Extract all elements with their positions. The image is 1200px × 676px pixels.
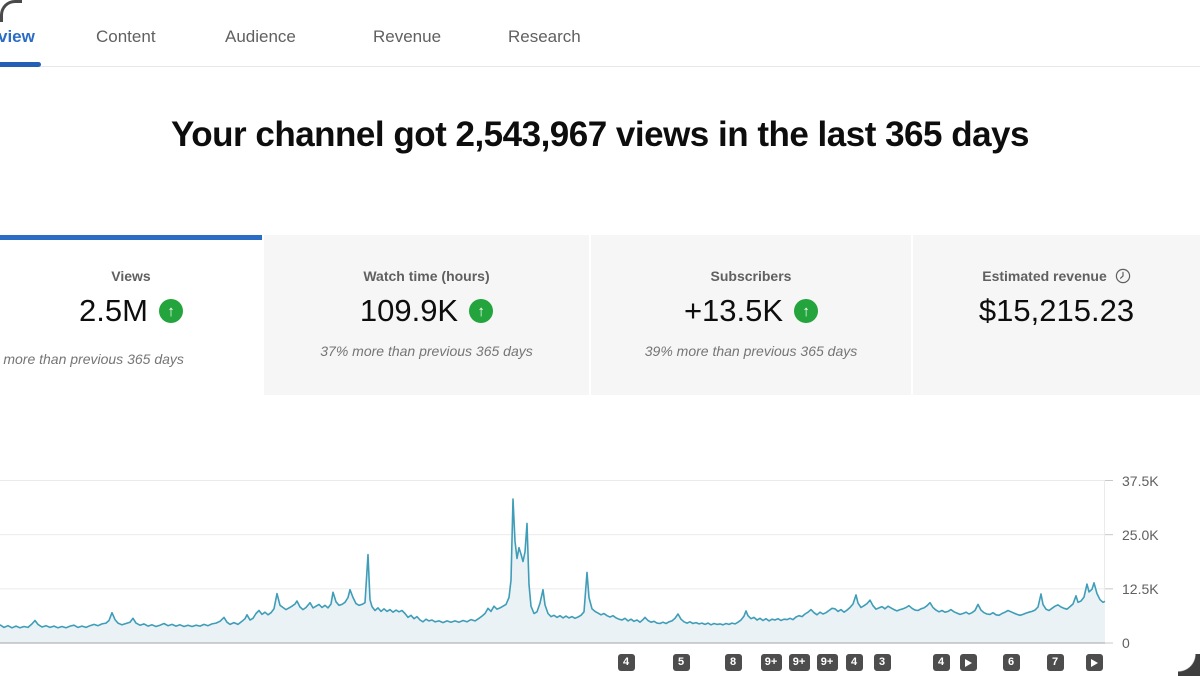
analytics-tab-bar: view Content Audience Revenue Research: [0, 0, 1200, 67]
video-marker-count[interactable]: 3: [873, 654, 891, 671]
metric-card-watch-time[interactable]: Watch time (hours) 109.9K 37% more than …: [262, 235, 589, 395]
active-tab-underline: [0, 62, 41, 67]
play-icon: [965, 658, 972, 667]
metric-card-estimated-revenue[interactable]: Estimated revenue $15,215.23: [911, 235, 1200, 395]
metric-comparison-subscribers: 39% more than previous 365 days: [644, 343, 858, 359]
trend-up-icon: [158, 299, 183, 323]
y-axis-tick-label: 12.5K: [1122, 580, 1159, 597]
page-title: Your channel got 2,543,967 views in the …: [171, 115, 1029, 154]
video-marker-play[interactable]: [959, 654, 977, 671]
video-marker-count[interactable]: 4: [845, 654, 863, 671]
active-card-indicator: [0, 235, 262, 240]
views-over-time-chart[interactable]: 37.5K 25.0K 12.5K 0 4 5 8 9+ 9+ 9+ 4 3 4 6 7: [0, 436, 1200, 676]
metric-value-subscribers: +13.5K: [683, 293, 784, 328]
metric-card-views[interactable]: Views 2.5M % more than previous 365 days: [0, 235, 262, 395]
metric-value-views: 2.5M: [79, 293, 148, 328]
metric-card-subscribers[interactable]: Subscribers +13.5K 39% more than previou…: [589, 235, 911, 395]
tab-audience[interactable]: Audience: [225, 27, 296, 46]
video-marker-count[interactable]: 5: [672, 654, 690, 671]
metric-label-subscribers: Subscribers: [710, 268, 792, 284]
tab-overview[interactable]: view: [0, 27, 35, 46]
play-icon: [1091, 658, 1098, 667]
clock-icon: [1115, 268, 1131, 284]
metric-label-views: Views: [111, 268, 151, 284]
tab-research[interactable]: Research: [508, 27, 581, 46]
tab-revenue[interactable]: Revenue: [373, 27, 442, 46]
y-axis-tick-label: 25.0K: [1122, 526, 1159, 543]
video-marker-count[interactable]: 9+: [788, 654, 810, 671]
y-axis-tick-label: 37.5K: [1122, 472, 1159, 489]
metric-value-estimated-revenue: $15,215.23: [978, 293, 1135, 328]
video-marker-count[interactable]: 9+: [816, 654, 838, 671]
y-axis-tick-label: 0: [1122, 635, 1130, 651]
video-marker-count[interactable]: 6: [1002, 654, 1020, 671]
video-marker-count[interactable]: 4: [932, 654, 950, 671]
video-marker-count[interactable]: 7: [1046, 654, 1064, 671]
metric-value-watch-time: 109.9K: [359, 293, 459, 328]
trend-up-icon: [794, 299, 819, 323]
video-marker-count[interactable]: 4: [617, 654, 635, 671]
metric-summary-row: Views 2.5M % more than previous 365 days…: [0, 235, 1200, 395]
video-marker-row: 4 5 8 9+ 9+ 9+ 4 3 4 6 7: [0, 654, 1200, 671]
metric-comparison-watch-time: 37% more than previous 365 days: [320, 343, 533, 359]
metric-comparison-views: % more than previous 365 days: [0, 351, 184, 367]
metric-label-estimated-revenue: Estimated revenue: [982, 268, 1107, 284]
views-chart-svg[interactable]: [0, 436, 1120, 648]
metric-label-watch-time: Watch time (hours): [363, 268, 490, 284]
trend-up-icon: [469, 299, 494, 323]
video-marker-count[interactable]: 9+: [760, 654, 782, 671]
video-marker-count[interactable]: 8: [724, 654, 742, 671]
video-marker-play[interactable]: [1085, 654, 1103, 671]
tab-content[interactable]: Content: [96, 27, 156, 46]
